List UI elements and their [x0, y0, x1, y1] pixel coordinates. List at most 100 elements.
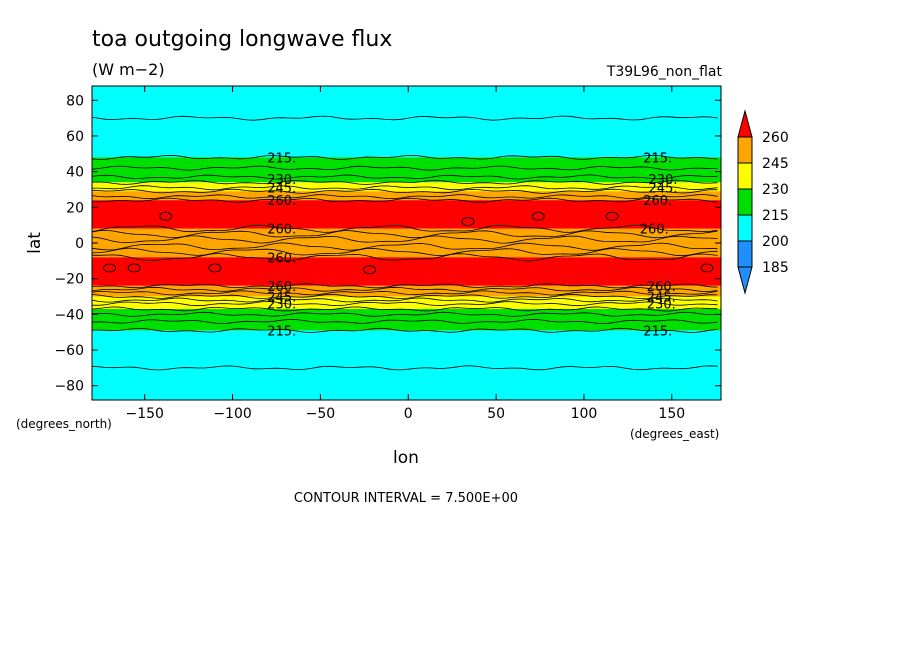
contour-label: 260.: [643, 194, 672, 209]
x-tick-label: 0: [404, 406, 413, 422]
contour-line: [91, 283, 718, 289]
closed-contour: [605, 211, 619, 221]
contour-line: [91, 224, 718, 233]
contour-band: [92, 191, 721, 201]
y-tick-label: −80: [54, 379, 84, 395]
contour-label: 260.: [647, 280, 676, 295]
contour-label: 245.: [267, 182, 296, 197]
contour-line: [91, 242, 718, 251]
contour-label: 230.: [649, 173, 678, 188]
contour-label: 215.: [267, 151, 296, 166]
run-label: T39L96_non_flat: [606, 64, 723, 80]
contour-interval-note: CONTOUR INTERVAL = 7.500E+00: [294, 491, 518, 506]
closed-contour: [208, 263, 222, 273]
contour-label: 260.: [640, 223, 669, 238]
contour-line: [91, 306, 718, 312]
axes: −150 −100 −50 0 50 100 150 80 60 40 20 0 −20 −40 −60 −8…: [54, 85, 722, 422]
colorbar-label: 260: [762, 130, 789, 146]
contour-label: 260.: [267, 251, 296, 266]
colorbar-label: 185: [762, 260, 789, 276]
x-tick-label: −100: [213, 406, 251, 422]
contour-line: [91, 235, 718, 244]
plot-area: 215.230.245.260.260.260.260.245.230.215.…: [91, 86, 721, 400]
contour-line: [91, 318, 718, 324]
contour-line: [91, 194, 718, 200]
contour-label: 215.: [267, 324, 296, 339]
contour-line: [91, 301, 718, 307]
contour-line: [91, 154, 718, 160]
contour-line: [91, 197, 718, 203]
contour-line: [91, 165, 718, 171]
y-tick-label: −20: [54, 272, 84, 288]
colorbar-over-arrow: [737, 109, 753, 138]
y-tick-label: 0: [75, 236, 84, 252]
contour-line: [91, 293, 718, 300]
contour-line: [91, 115, 718, 121]
contour-line: [91, 247, 718, 257]
contour-line: [91, 286, 718, 292]
y-tick-label: 40: [66, 165, 84, 181]
contour-label: 215.: [643, 151, 672, 166]
colorbar-segment: [737, 188, 753, 216]
x-unit-label: (degrees_east): [630, 427, 719, 441]
contour-label: 215.: [643, 324, 672, 339]
closed-contour: [103, 263, 117, 273]
closed-contour: [363, 265, 377, 275]
colorbar-label: 200: [762, 234, 789, 250]
contour-line: [91, 365, 718, 371]
closed-contour: [127, 263, 141, 273]
colorbar-segment: [737, 162, 753, 190]
chart-title: toa outgoing longwave flux: [92, 27, 392, 52]
contour-band: [92, 182, 721, 192]
contour-line: [91, 174, 718, 180]
contour-line: [92, 185, 718, 191]
y-tick-label: −60: [54, 343, 84, 359]
colorbar-segment: [737, 240, 753, 268]
x-tick-label: −50: [306, 406, 336, 422]
colorbar-segment: [737, 214, 753, 242]
contour-band: [92, 285, 721, 297]
contour-line: [91, 327, 718, 333]
contour-band: [92, 86, 721, 158]
closed-contour: [461, 217, 475, 227]
colorbar-label: 215: [762, 208, 789, 224]
colorbar-under-arrow: [737, 266, 753, 295]
contour-line: [91, 188, 718, 194]
y-tick-label: 80: [66, 93, 84, 109]
contour-label: 260.: [267, 280, 296, 295]
contour-line: [91, 311, 718, 317]
contour-label: 230.: [647, 298, 676, 313]
contour-line: [91, 229, 718, 239]
contour-band: [92, 330, 721, 400]
contour-band: [92, 309, 721, 331]
contour-label: 245.: [649, 182, 678, 197]
contour-label: 260.: [267, 194, 296, 209]
x-tick-label: −150: [125, 406, 163, 422]
colorbar-segment: [737, 136, 753, 164]
contour-label: 230.: [267, 298, 296, 313]
y-unit-label: (degrees_north): [16, 417, 112, 431]
contour-label: 260.: [267, 223, 296, 238]
closed-contour: [700, 263, 714, 273]
contour-line: [91, 253, 718, 262]
y-tick-label: 60: [66, 129, 84, 145]
closed-contour: [159, 211, 173, 221]
contour-line: [91, 290, 718, 296]
contour-line: [91, 297, 718, 303]
closed-contour: [531, 211, 545, 221]
contour-label: 245.: [267, 291, 296, 306]
contour-label: 230.: [267, 173, 296, 188]
colorbar-label: 245: [762, 156, 789, 172]
x-axis-label: lon: [393, 448, 419, 468]
x-tick-label: 50: [487, 406, 505, 422]
colorbar-label: 230: [762, 182, 789, 198]
y-axis-label: lat: [25, 232, 45, 254]
x-tick-label: 100: [571, 406, 598, 422]
contour-band: [92, 200, 721, 229]
contour-band: [92, 257, 721, 286]
chart-units: (W m−2): [92, 60, 165, 79]
y-tick-label: 20: [66, 200, 84, 216]
contour-line: [91, 179, 718, 185]
contour-band: [92, 296, 721, 310]
colorbar: 260 245 230 215 200 185: [737, 109, 789, 295]
